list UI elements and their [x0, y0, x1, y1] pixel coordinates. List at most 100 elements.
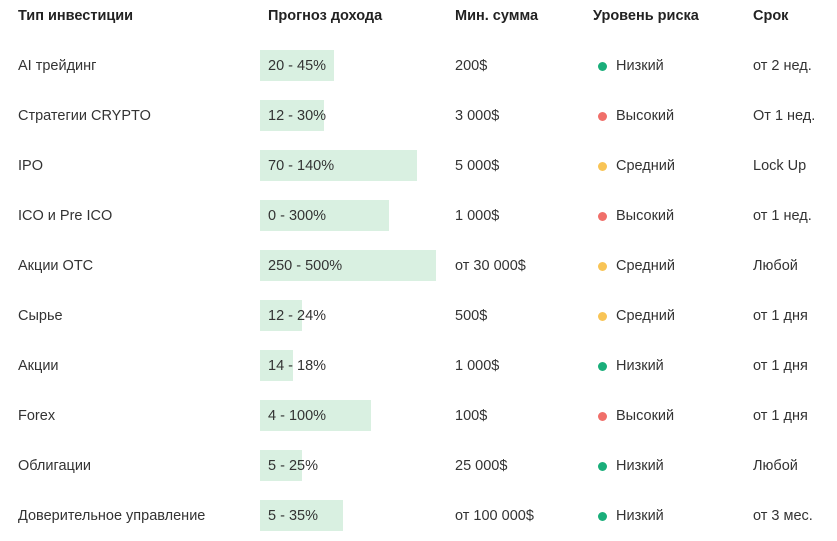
forecast-value: 5 - 25% [268, 458, 318, 474]
forecast-cell: 70 - 140% [260, 141, 450, 191]
risk-cell: Низкий [598, 441, 664, 491]
min-sum: 25 000$ [455, 458, 508, 474]
risk-dot-icon [598, 411, 607, 421]
forecast-value: 12 - 30% [268, 108, 327, 124]
risk-label: Низкий [616, 358, 664, 374]
forecast-bar [260, 500, 343, 531]
min-sum: 1 000$ [455, 358, 500, 374]
risk-label: Средний [616, 258, 675, 274]
term: От 1 нед. [753, 108, 816, 124]
min-sum: 500$ [455, 308, 488, 324]
header-forecast: Прогноз дохода [268, 8, 383, 24]
risk-dot-icon [598, 111, 607, 121]
term: от 1 дня [753, 308, 808, 324]
min-sum: 100$ [455, 408, 488, 424]
risk-label: Низкий [616, 58, 664, 74]
risk-cell: Низкий [598, 41, 664, 91]
forecast-cell: 12 - 30% [260, 91, 450, 141]
risk-cell: Средний [598, 141, 675, 191]
risk-cell: Высокий [598, 191, 674, 241]
table-row: ICO и Pre ICO 0 - 300% 1 000$ Высокий от 1 н… [0, 191, 837, 241]
min-sum: 1 000$ [455, 208, 500, 224]
forecast-value: 4 - 100% [268, 408, 327, 424]
term: Lock Up [753, 158, 807, 174]
risk-label: Низкий [616, 508, 664, 524]
table-row: Акции 14 - 18% 1 000$ Низкий от 1 дня [0, 341, 837, 391]
risk-cell: Средний [598, 291, 675, 341]
forecast-cell: 0 - 300% [260, 191, 450, 241]
min-sum: от 100 000$ [455, 508, 534, 524]
min-sum: 5 000$ [455, 158, 500, 174]
forecast-value: 12 - 24% [268, 308, 327, 324]
investment-type: Стратегии CRYPTO [18, 108, 151, 124]
risk-cell: Средний [598, 241, 675, 291]
min-sum: 3 000$ [455, 108, 500, 124]
header-term: Срок [753, 8, 789, 24]
header-type: Тип инвестиции [18, 8, 134, 24]
investment-type: Сырье [18, 308, 63, 324]
term: от 1 дня [753, 358, 808, 374]
forecast-value: 250 - 500% [268, 258, 343, 274]
forecast-bar [260, 100, 324, 131]
risk-label: Средний [616, 158, 675, 174]
term: от 3 мес. [753, 508, 813, 524]
term: от 1 нед. [753, 208, 812, 224]
forecast-cell: 4 - 100% [260, 391, 450, 441]
risk-cell: Высокий [598, 91, 674, 141]
risk-cell: Высокий [598, 391, 674, 441]
forecast-bar [260, 250, 436, 281]
forecast-value: 20 - 45% [268, 58, 327, 74]
term: от 2 нед. [753, 58, 812, 74]
investment-type: Акции OTC [18, 258, 94, 274]
forecast-bar [260, 350, 293, 381]
table-row: Доверительное управление 5 - 35% от 100 00… [0, 491, 837, 541]
forecast-cell: 250 - 500% [260, 241, 450, 291]
forecast-cell: 12 - 24% [260, 291, 450, 341]
table-row: Стратегии CRYPTO 12 - 30% 3 000$ Высокий От … [0, 91, 837, 141]
investment-type: AI трейдинг [18, 58, 97, 74]
risk-dot-icon [598, 311, 607, 321]
header-risk: Уровень риска [593, 8, 699, 24]
min-sum: от 30 000$ [455, 258, 526, 274]
forecast-cell: 14 - 18% [260, 341, 450, 391]
investment-type: IPO [18, 158, 43, 174]
risk-dot-icon [598, 211, 607, 221]
term: от 1 дня [753, 408, 808, 424]
table-row: Облигации 5 - 25% 25 000$ Низкий Любой [0, 441, 837, 491]
risk-dot-icon [598, 161, 607, 171]
forecast-bar [260, 450, 302, 481]
investment-type: Облигации [18, 458, 92, 474]
header-min-sum: Мин. сумма [455, 8, 539, 24]
forecast-bar [260, 200, 389, 231]
term: Любой [753, 458, 798, 474]
risk-label: Высокий [616, 108, 675, 124]
risk-label: Высокий [616, 408, 675, 424]
forecast-value: 14 - 18% [268, 358, 327, 374]
forecast-bar [260, 300, 302, 331]
forecast-cell: 20 - 45% [260, 41, 450, 91]
table-row: Акции OTC 250 - 500% от 30 000$ Средний Любо… [0, 241, 837, 291]
risk-dot-icon [598, 61, 607, 71]
risk-label: Высокий [616, 208, 675, 224]
risk-label: Низкий [616, 458, 664, 474]
term: Любой [753, 258, 798, 274]
risk-dot-icon [598, 361, 607, 371]
forecast-bar [260, 400, 371, 431]
table-row: AI трейдинг 20 - 45% 200$ Низкий от 2 нед. [0, 41, 837, 91]
forecast-bar [260, 150, 417, 181]
investment-type: Акции [18, 358, 59, 374]
table-header: Тип инвестиции Прогноз дохода Мин. сумма… [0, 0, 837, 32]
table-row: IPO 70 - 140% 5 000$ Средний Lock Up [0, 141, 837, 191]
table-body: AI трейдинг 20 - 45% 200$ Низкий от 2 нед. Ст… [0, 41, 837, 541]
forecast-cell: 5 - 25% [260, 441, 450, 491]
risk-label: Средний [616, 308, 675, 324]
risk-cell: Низкий [598, 491, 664, 541]
forecast-bar [260, 50, 334, 81]
risk-dot-icon [598, 461, 607, 471]
risk-cell: Низкий [598, 341, 664, 391]
table-row: Сырье 12 - 24% 500$ Средний от 1 дня [0, 291, 837, 341]
risk-dot-icon [598, 511, 607, 521]
investment-type: Forex [18, 408, 56, 424]
forecast-value: 5 - 35% [268, 508, 318, 524]
